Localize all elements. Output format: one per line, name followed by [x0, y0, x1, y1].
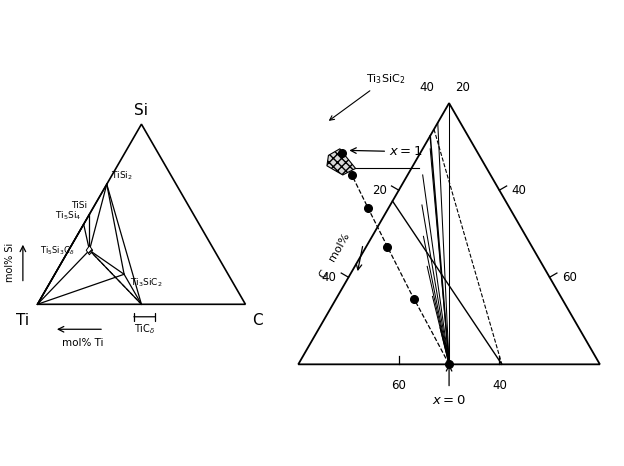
- Text: TiSi$_2$: TiSi$_2$: [111, 170, 133, 182]
- Text: 20: 20: [372, 184, 387, 197]
- Text: 40: 40: [419, 81, 434, 94]
- Text: TiSi: TiSi: [71, 201, 87, 210]
- Text: Ti$_5$Si$_3$C$_\delta$: Ti$_5$Si$_3$C$_\delta$: [41, 244, 75, 256]
- Text: Si: Si: [134, 103, 149, 118]
- Text: mol% Ti: mol% Ti: [62, 337, 104, 348]
- Text: $x = 1$: $x = 1$: [389, 145, 422, 158]
- Text: C: C: [251, 313, 262, 328]
- Text: mol% Si: mol% Si: [6, 243, 16, 282]
- Text: 40: 40: [512, 184, 526, 197]
- Text: $x = 0$: $x = 0$: [432, 395, 466, 407]
- Text: Ti$_3$SiC$_2$: Ti$_3$SiC$_2$: [329, 73, 405, 120]
- Polygon shape: [327, 149, 356, 175]
- Text: TiC$_\delta$: TiC$_\delta$: [134, 322, 155, 336]
- Text: mol%: mol%: [327, 231, 351, 263]
- Text: 60: 60: [391, 379, 406, 392]
- Text: Ti$_5$Si$_4$: Ti$_5$Si$_4$: [55, 210, 82, 222]
- Text: 40: 40: [492, 379, 507, 392]
- Text: 60: 60: [562, 271, 577, 284]
- Polygon shape: [86, 246, 92, 255]
- Text: 20: 20: [455, 81, 470, 94]
- Text: Ti$_3$SiC$_2$: Ti$_3$SiC$_2$: [130, 276, 163, 289]
- Text: Ti: Ti: [16, 313, 29, 328]
- Text: 40: 40: [321, 271, 336, 284]
- Text: C: C: [318, 268, 330, 280]
